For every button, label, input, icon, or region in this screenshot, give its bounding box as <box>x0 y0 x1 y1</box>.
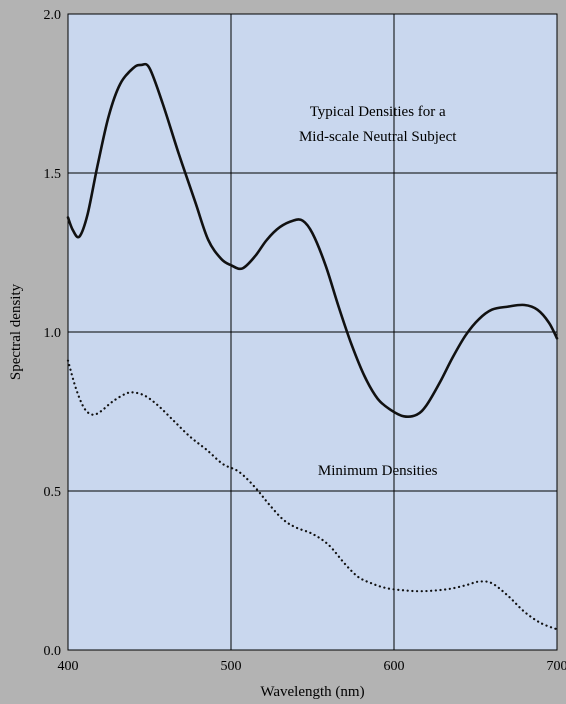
annotations: Typical Densities for a Mid-scale Neutral… <box>299 104 457 479</box>
y-tick-label: 1.5 <box>44 167 62 182</box>
x-tick-label: 500 <box>221 659 242 674</box>
x-axis-tick-labels: 400 500 600 700 <box>58 659 566 674</box>
y-tick-label: 0.0 <box>44 644 62 659</box>
series-minimum-densities-line <box>66 359 559 631</box>
annotation-typical-line1: Typical Densities for a <box>310 104 446 120</box>
series-layer <box>66 62 559 631</box>
plot-frame <box>67 13 558 651</box>
y-axis-tick-labels: 0.0 0.5 1.0 1.5 2.0 <box>44 8 62 659</box>
series-typical-densities-line <box>66 62 559 418</box>
y-axis-title: Spectral density <box>8 283 24 380</box>
annotation-minimum: Minimum Densities <box>318 463 438 479</box>
y-tick-label: 2.0 <box>44 8 62 23</box>
grid-lines <box>68 14 557 650</box>
y-tick-label: 0.5 <box>44 485 62 500</box>
x-tick-label: 600 <box>384 659 405 674</box>
y-tick-label: 1.0 <box>44 326 62 341</box>
x-axis-title: Wavelength (nm) <box>260 684 364 700</box>
x-tick-label: 700 <box>547 659 566 674</box>
annotation-typical-line2: Mid-scale Neutral Subject <box>299 129 457 145</box>
x-tick-label: 400 <box>58 659 79 674</box>
